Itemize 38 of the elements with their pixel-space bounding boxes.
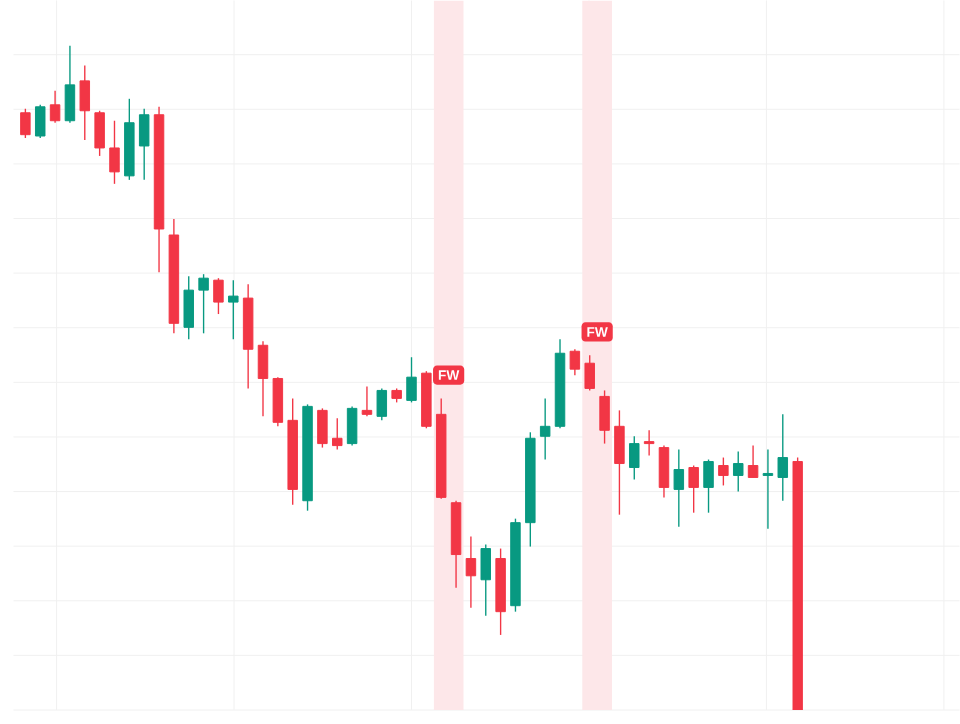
candlestick	[20, 108, 31, 139]
candlestick	[332, 417, 343, 451]
candlestick	[183, 275, 194, 341]
candlestick	[673, 449, 685, 528]
candlestick	[688, 465, 699, 514]
candlestick	[762, 449, 774, 530]
candlestick	[658, 445, 670, 499]
candlestick	[272, 376, 284, 428]
candlestick	[584, 354, 595, 392]
candlestick	[777, 413, 789, 502]
candlestick	[614, 409, 625, 516]
candlestick	[228, 279, 239, 341]
candlestick	[64, 45, 76, 124]
candlestick	[703, 459, 714, 514]
candlestick	[317, 407, 328, 449]
candlestick	[79, 65, 91, 141]
candlestick	[346, 405, 358, 447]
candlestick	[480, 544, 491, 617]
candlestick	[198, 273, 209, 335]
candlestick	[34, 104, 46, 139]
candlestick	[599, 390, 610, 445]
candlestick	[361, 386, 373, 418]
candlestick	[465, 536, 477, 609]
candlestick	[257, 340, 269, 418]
candlestick	[406, 356, 417, 404]
candlestick	[138, 108, 150, 181]
candlestick	[643, 429, 655, 457]
candlestick	[732, 451, 744, 493]
candlestick	[49, 90, 61, 124]
candlestick	[629, 435, 640, 481]
candlestick	[718, 457, 729, 487]
candlestick	[539, 397, 551, 461]
candlestick	[376, 388, 388, 422]
candlestick	[747, 445, 759, 479]
candlestick	[109, 120, 120, 185]
candlestick	[213, 277, 224, 315]
candlestick	[94, 110, 105, 157]
candlestick	[569, 348, 581, 377]
